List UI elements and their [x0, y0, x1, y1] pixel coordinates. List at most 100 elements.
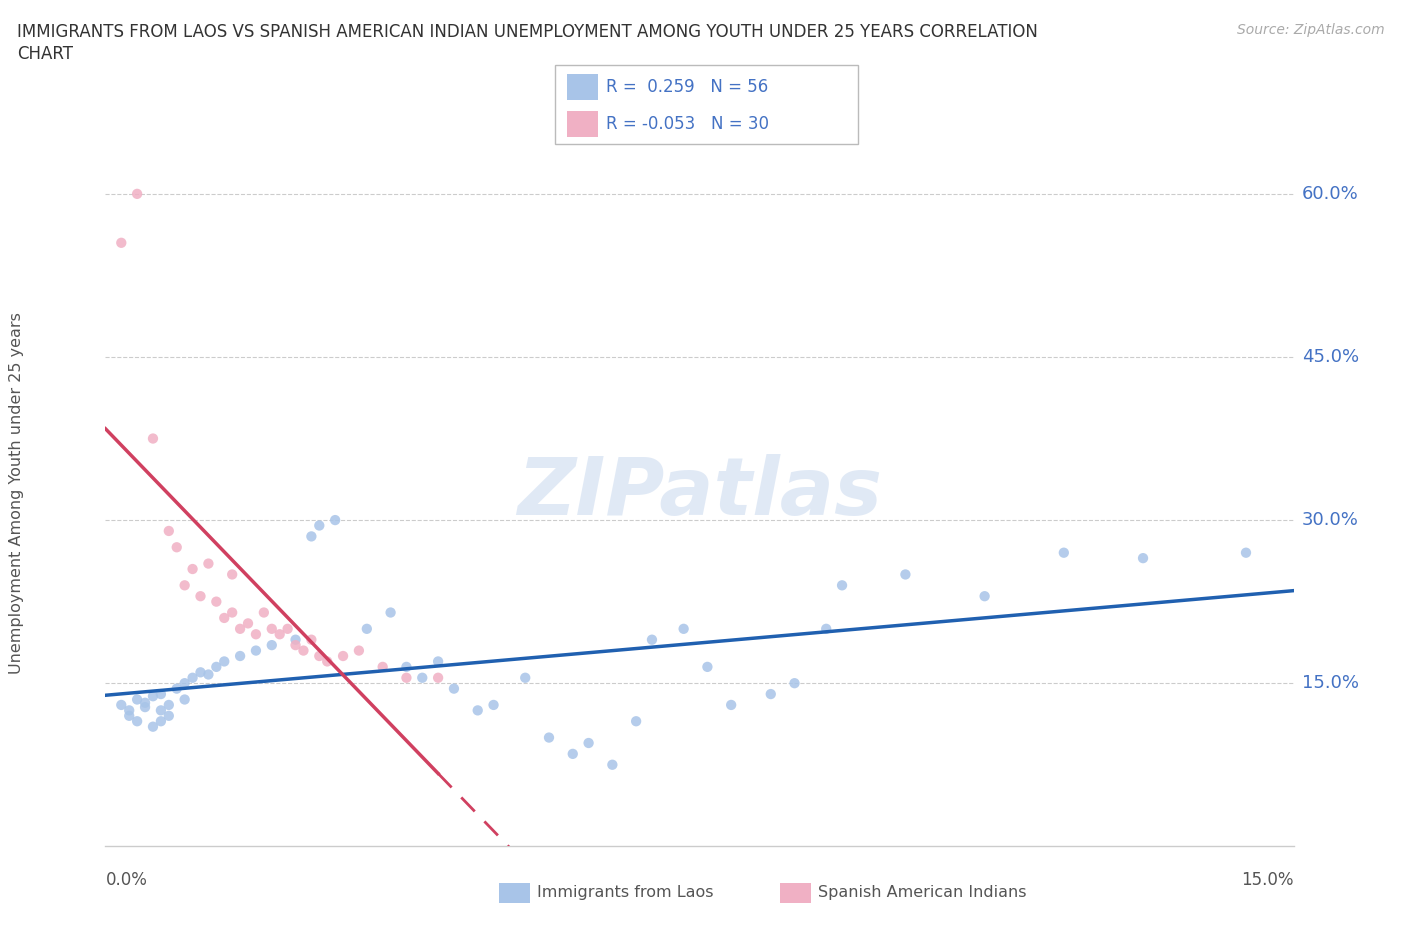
Point: [229, 648, 252, 663]
Point: [214, 610, 236, 625]
Point: [110, 235, 132, 250]
Point: [815, 621, 838, 636]
Point: [245, 627, 267, 642]
Point: [149, 686, 172, 701]
Point: [783, 676, 806, 691]
Point: [221, 605, 243, 620]
Point: [142, 689, 165, 704]
Point: [443, 681, 465, 696]
Point: [127, 714, 149, 729]
Point: [157, 698, 180, 712]
Point: [236, 616, 259, 631]
Point: [427, 671, 450, 685]
Point: [245, 644, 267, 658]
Point: [118, 709, 141, 724]
Point: [157, 524, 180, 538]
Point: [205, 594, 228, 609]
Point: [190, 665, 212, 680]
Point: [149, 703, 172, 718]
Point: [157, 709, 180, 724]
Point: [831, 578, 853, 592]
Point: [173, 676, 195, 691]
Point: [973, 589, 995, 604]
Point: [467, 703, 489, 718]
Text: R =  0.259   N = 56: R = 0.259 N = 56: [606, 78, 768, 96]
Point: [127, 692, 149, 707]
Point: [672, 621, 695, 636]
Point: [205, 659, 228, 674]
Point: [197, 556, 219, 571]
Point: [173, 578, 195, 592]
Point: [284, 638, 307, 653]
Point: [197, 667, 219, 682]
Point: [127, 186, 149, 201]
Point: [260, 638, 283, 653]
Point: [380, 605, 402, 620]
Point: [134, 696, 156, 711]
Point: [537, 730, 560, 745]
Point: [118, 703, 141, 718]
Text: IMMIGRANTS FROM LAOS VS SPANISH AMERICAN INDIAN UNEMPLOYMENT AMONG YOUTH UNDER 2: IMMIGRANTS FROM LAOS VS SPANISH AMERICAN…: [17, 23, 1038, 41]
Point: [229, 621, 252, 636]
Point: [299, 632, 322, 647]
Text: Source: ZipAtlas.com: Source: ZipAtlas.com: [1237, 23, 1385, 37]
Text: ZIPatlas: ZIPatlas: [517, 454, 882, 532]
Point: [624, 714, 647, 729]
Point: [411, 671, 433, 685]
Point: [253, 605, 276, 620]
Point: [173, 692, 195, 707]
Text: CHART: CHART: [17, 45, 73, 62]
Text: Immigrants from Laos: Immigrants from Laos: [537, 885, 714, 900]
Point: [482, 698, 505, 712]
Point: [292, 644, 315, 658]
Point: [427, 654, 450, 669]
Point: [1234, 545, 1257, 560]
Point: [316, 654, 339, 669]
Point: [578, 736, 600, 751]
Point: [166, 539, 188, 554]
Point: [214, 654, 236, 669]
Point: [641, 632, 664, 647]
Point: [323, 512, 346, 527]
Point: [894, 567, 917, 582]
Point: [299, 529, 322, 544]
Point: [561, 747, 583, 762]
Text: 60.0%: 60.0%: [1302, 185, 1358, 203]
Point: [515, 671, 537, 685]
Point: [110, 698, 132, 712]
Point: [134, 699, 156, 714]
Point: [395, 671, 418, 685]
Point: [347, 644, 370, 658]
Text: 30.0%: 30.0%: [1302, 512, 1358, 529]
Point: [332, 648, 354, 663]
Text: Unemployment Among Youth under 25 years: Unemployment Among Youth under 25 years: [10, 312, 24, 674]
Point: [142, 432, 165, 446]
Point: [1132, 551, 1154, 565]
Text: 15.0%: 15.0%: [1241, 871, 1294, 889]
Point: [260, 621, 283, 636]
Point: [602, 757, 624, 772]
Point: [395, 659, 418, 674]
Text: 45.0%: 45.0%: [1302, 348, 1360, 366]
Point: [308, 648, 330, 663]
Point: [149, 714, 172, 729]
Point: [308, 518, 330, 533]
Point: [166, 681, 188, 696]
Point: [190, 589, 212, 604]
Point: [356, 621, 378, 636]
Point: [284, 632, 307, 647]
Point: [720, 698, 742, 712]
Point: [277, 621, 299, 636]
Point: [142, 719, 165, 734]
Point: [269, 627, 291, 642]
Text: Spanish American Indians: Spanish American Indians: [818, 885, 1026, 900]
Point: [1053, 545, 1076, 560]
Point: [181, 562, 204, 577]
Point: [181, 671, 204, 685]
Point: [696, 659, 718, 674]
Point: [221, 567, 243, 582]
Text: 0.0%: 0.0%: [105, 871, 148, 889]
Point: [371, 659, 394, 674]
Point: [759, 686, 782, 701]
Text: R = -0.053   N = 30: R = -0.053 N = 30: [606, 115, 769, 133]
